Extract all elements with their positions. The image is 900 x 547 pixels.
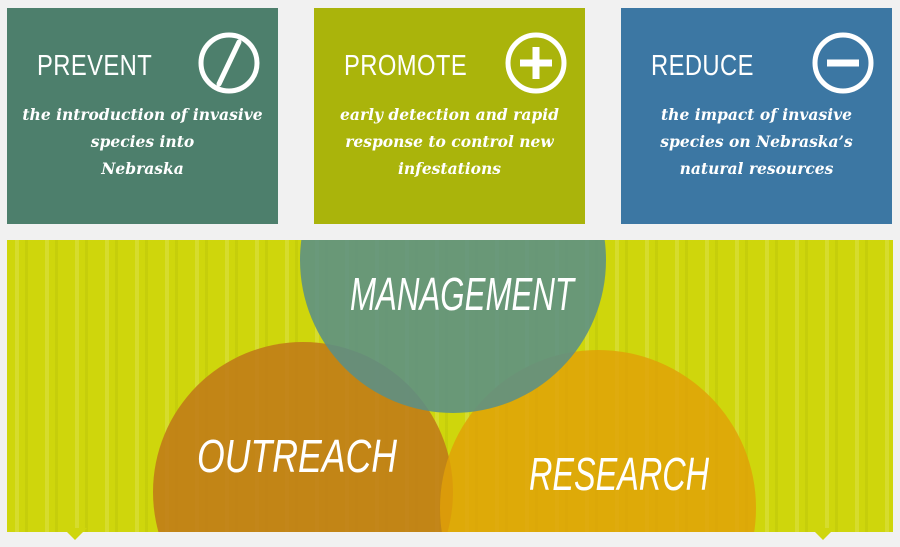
prevent-line-2: species into xyxy=(90,132,195,151)
promote-line-2: response to control new xyxy=(345,132,554,151)
prevent-line-3: Nebraska xyxy=(101,159,184,178)
reduce-title: REDUCE xyxy=(651,50,754,82)
panel-notch-right xyxy=(811,528,835,540)
prevent-title: PREVENT xyxy=(37,50,153,82)
reduce-line-3: natural resources xyxy=(679,159,834,178)
prevent-description: the introduction of invasive species int… xyxy=(17,101,268,182)
minus-circle-icon xyxy=(812,32,874,94)
outreach-label: OUTREACH xyxy=(197,430,398,482)
venn-panel: MANAGEMENT OUTREACH RESEARCH xyxy=(7,240,893,532)
prevent-line-1: the introduction of invasive xyxy=(22,105,263,124)
promote-line-3: infestations xyxy=(398,159,501,178)
promote-title: PROMOTE xyxy=(344,50,468,82)
reduce-description: the impact of invasive species on Nebras… xyxy=(631,101,882,182)
research-label: RESEARCH xyxy=(529,448,710,500)
prevent-card: PREVENT the introduction of invasive spe… xyxy=(7,8,278,224)
promote-line-1: early detection and rapid xyxy=(340,105,559,124)
management-circle xyxy=(300,240,606,413)
promote-card: PROMOTE early detection and rapid respon… xyxy=(314,8,585,224)
management-label: MANAGEMENT xyxy=(350,268,576,320)
promote-description: early detection and rapid response to co… xyxy=(324,101,575,182)
reduce-line-2: species on Nebraska’s xyxy=(660,132,853,151)
reduce-card: REDUCE the impact of invasive species on… xyxy=(621,8,892,224)
panel-notch-left xyxy=(63,528,87,540)
venn-diagram: MANAGEMENT OUTREACH RESEARCH xyxy=(153,240,756,532)
reduce-line-1: the impact of invasive xyxy=(661,105,852,124)
plus-circle-icon xyxy=(505,32,567,94)
slash-circle-icon xyxy=(198,32,260,94)
